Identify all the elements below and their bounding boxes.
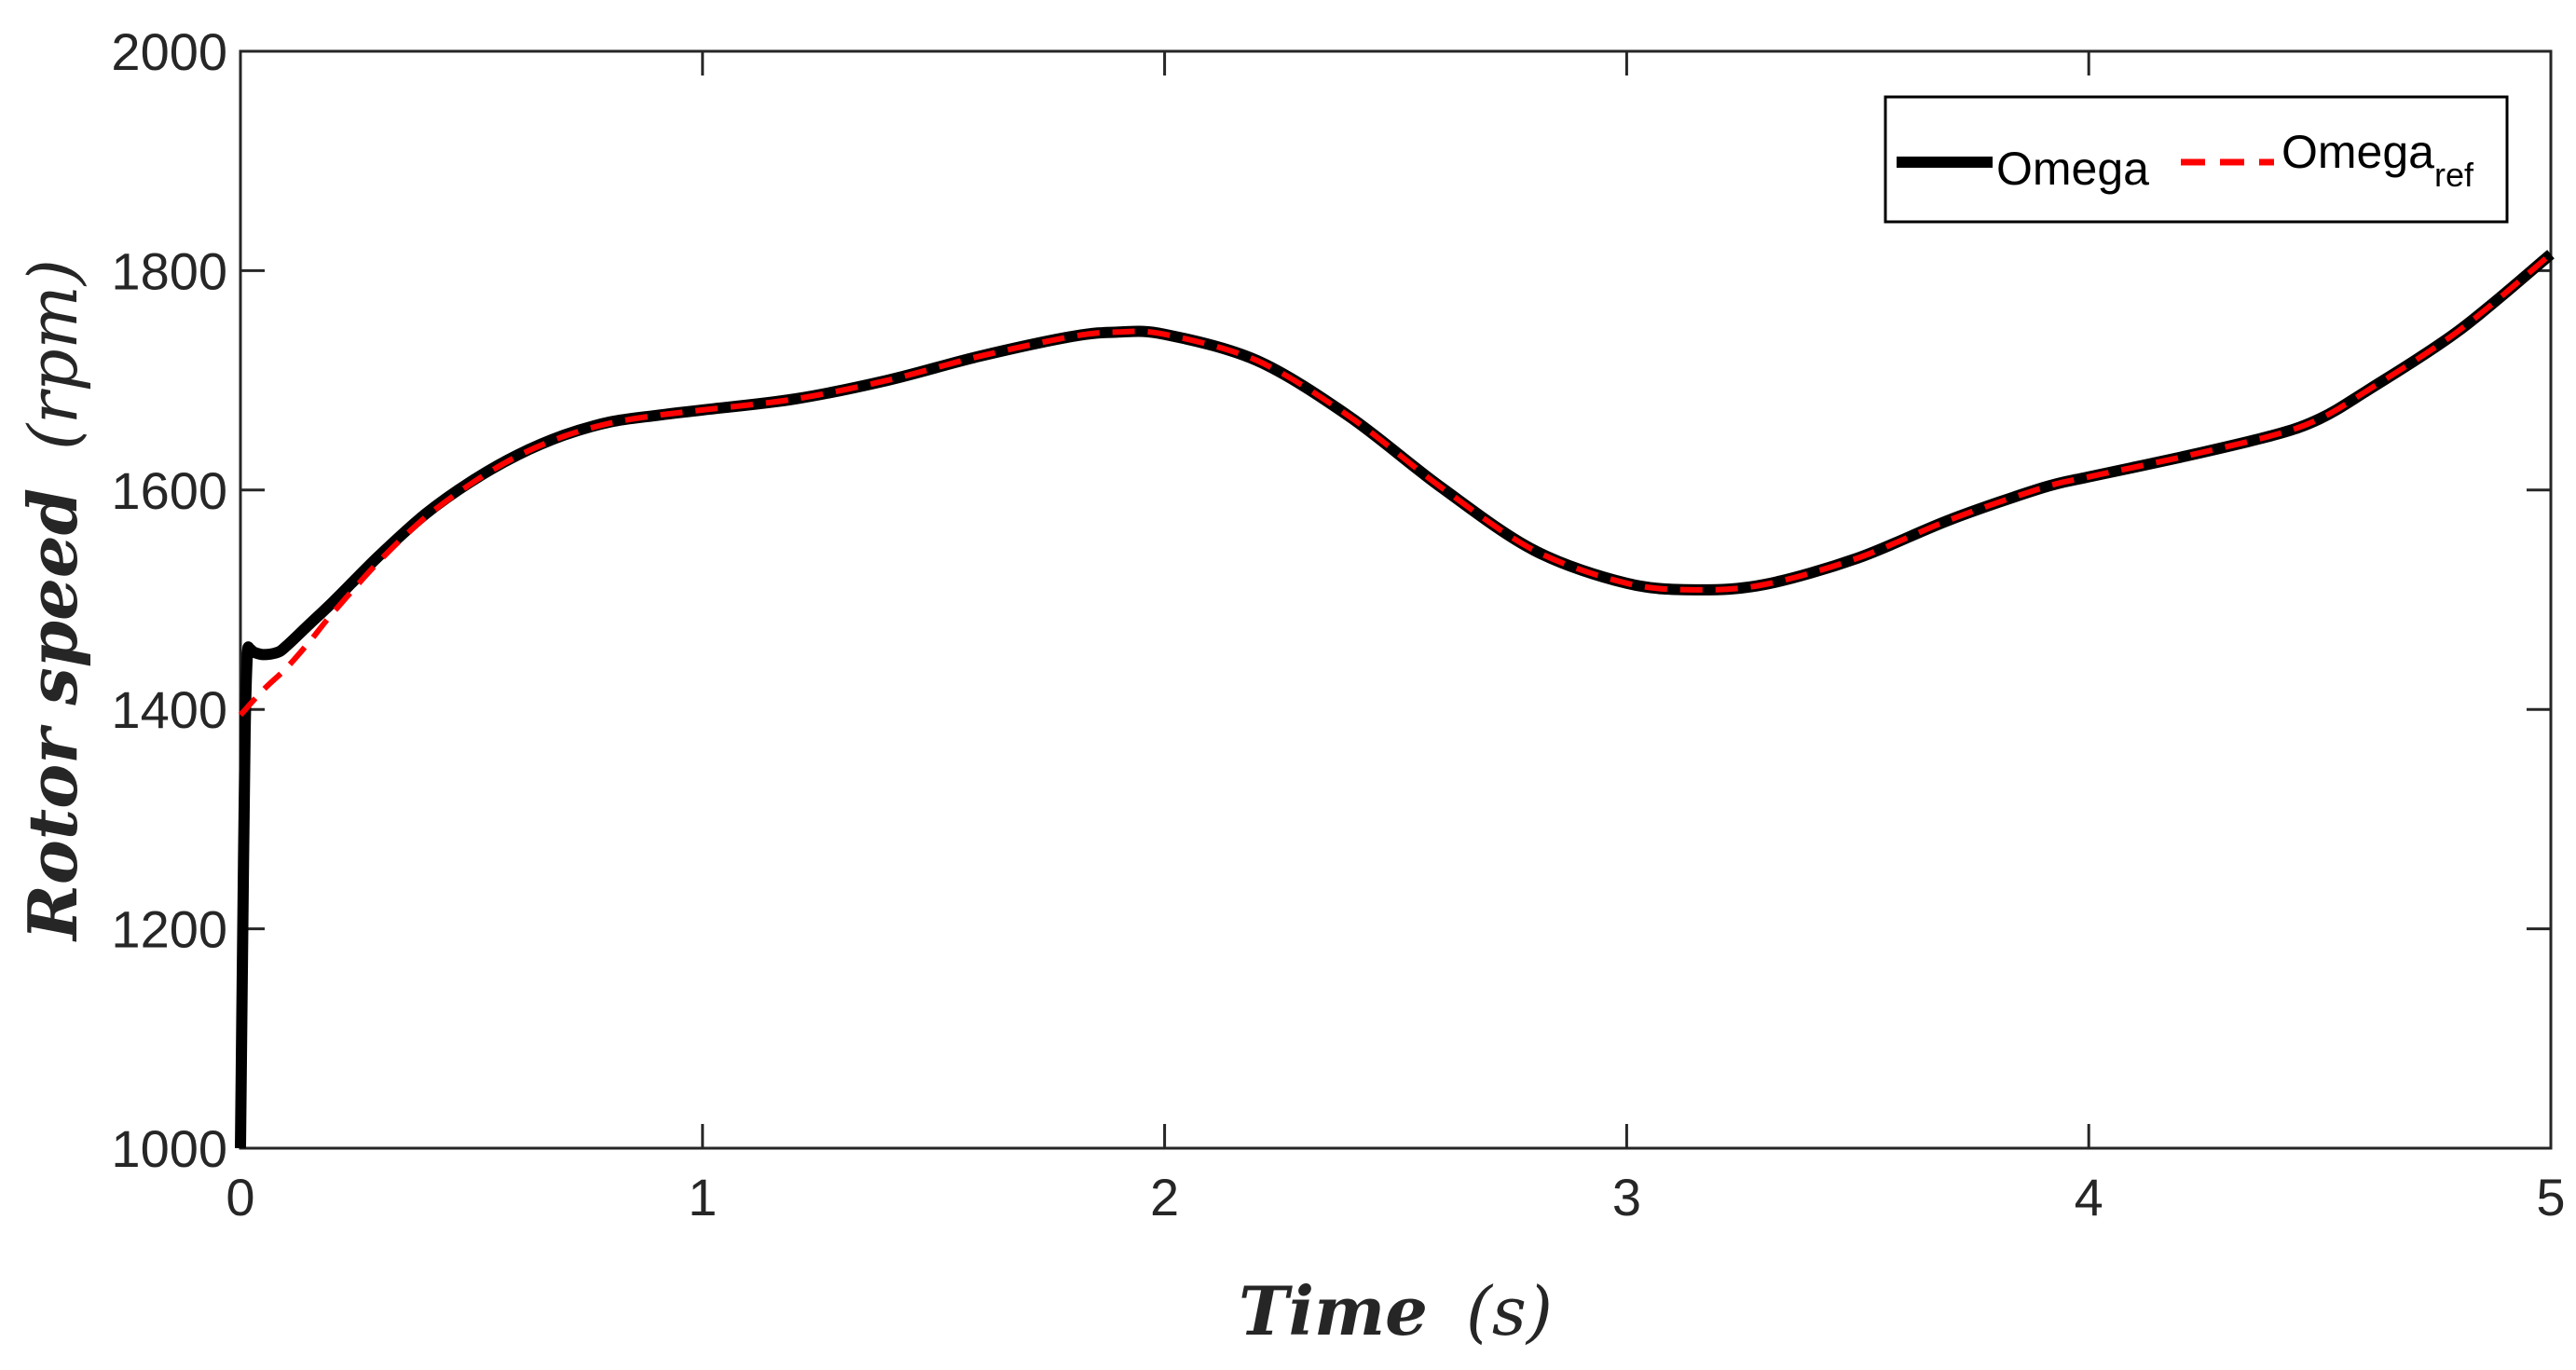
x-axis-title-main: Time — [1239, 1271, 1428, 1350]
x-tick-label: 1 — [688, 1168, 717, 1226]
x-tick-label: 2 — [1150, 1168, 1179, 1226]
y-tick-label: 2000 — [111, 22, 227, 81]
y-tick-label: 1200 — [111, 900, 227, 959]
legend-label-omega-ref: Omegaref — [2281, 126, 2474, 194]
x-tick-label: 4 — [2075, 1168, 2103, 1226]
y-axis-title: Rotor speed (rpm) — [13, 259, 92, 942]
legend: Omega Omegaref — [1884, 95, 2509, 224]
axis-ticks: 0 1 2 3 4 5 1000 1200 1400 1600 1800 2000 — [111, 22, 2565, 1226]
x-axis-title-unit: (s) — [1466, 1272, 1553, 1350]
legend-label-omega: Omega — [1996, 143, 2149, 195]
y-tick-label: 1400 — [111, 680, 227, 739]
y-tick-label: 1000 — [111, 1119, 227, 1178]
y-axis-title-unit: (rpm) — [14, 259, 92, 450]
axis-titles: Time (s) Rotor speed (rpm) — [13, 259, 1553, 1350]
x-tick-label: 5 — [2536, 1168, 2565, 1226]
y-tick-label: 1800 — [111, 241, 227, 300]
x-tick-label: 3 — [1612, 1168, 1641, 1226]
series-layer — [235, 250, 2555, 1149]
plot-area — [239, 49, 2553, 1150]
x-axis-title: Time (s) — [1239, 1271, 1553, 1350]
y-axis-title-main: Rotor speed — [13, 488, 92, 942]
legend-label-omega-ref-main: Omega — [2281, 126, 2434, 178]
y-tick-label: 1600 — [111, 461, 227, 520]
series-line-omega-ref — [238, 252, 2553, 718]
axes-frame — [239, 49, 2553, 1150]
x-tick-label: 0 — [226, 1168, 254, 1226]
legend-label-omega-ref-sub: ref — [2434, 156, 2474, 194]
